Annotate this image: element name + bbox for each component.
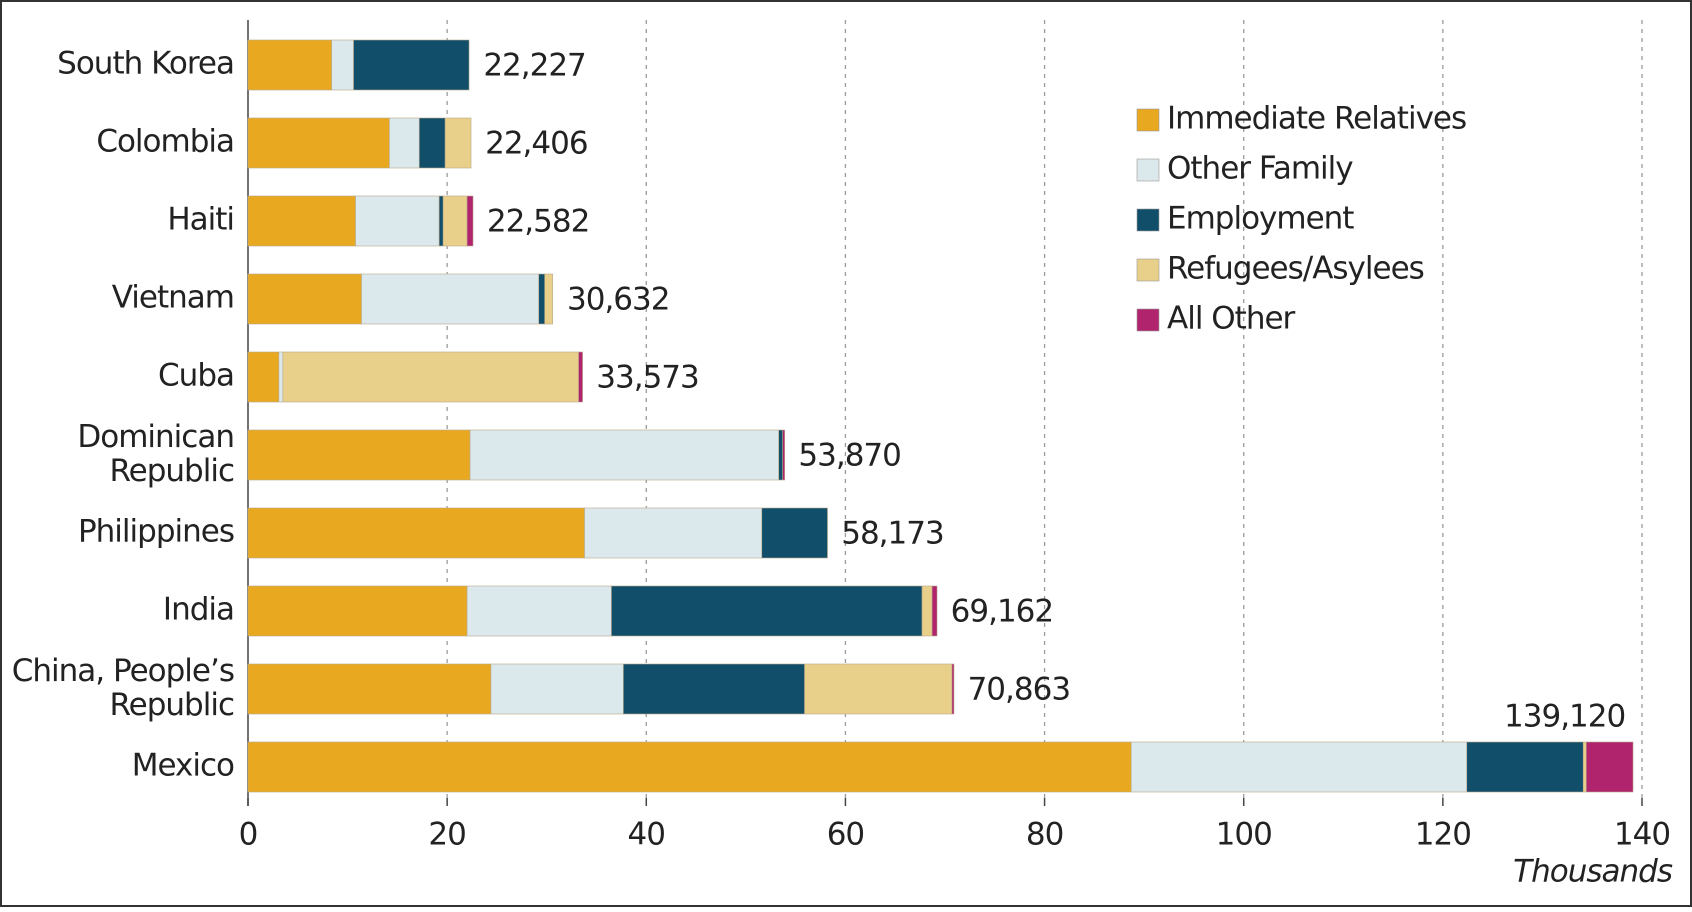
- bar-segment: [538, 273, 546, 325]
- legend-label: Other Family: [1167, 151, 1353, 187]
- total-label: 22,406: [485, 126, 587, 162]
- legend-swatch: [1136, 158, 1160, 182]
- bar-segment: [247, 663, 492, 715]
- total-label: 22,582: [487, 204, 589, 240]
- bar-segment: [389, 117, 420, 169]
- bar-segment: [247, 585, 468, 637]
- legend-swatch: [1136, 208, 1160, 232]
- bar-segment: [804, 663, 953, 715]
- y-tick-label: Cuba: [158, 358, 234, 394]
- bar-segment: [1130, 741, 1468, 793]
- legend-swatch: [1136, 308, 1160, 332]
- bar-segment: [778, 429, 783, 481]
- bar-segment: [247, 117, 390, 169]
- bar-segment: [444, 117, 472, 169]
- bar-segment: [782, 429, 785, 481]
- bar-segment: [544, 273, 553, 325]
- y-tick-label: Colombia: [96, 124, 234, 160]
- x-tick-label: 140: [1614, 817, 1670, 853]
- y-tick-label: Mexico: [132, 748, 234, 784]
- bar-segment: [921, 585, 933, 637]
- bar-segment: [1466, 741, 1584, 793]
- legend-label: Refugees/Asylees: [1167, 251, 1424, 287]
- bar-segment: [282, 351, 579, 403]
- bar-segment: [247, 273, 362, 325]
- total-label: 53,870: [798, 438, 900, 474]
- bar-segment: [247, 429, 471, 481]
- legend-label: Employment: [1167, 201, 1354, 237]
- x-tick-label: 60: [827, 817, 864, 853]
- bar-segment: [611, 585, 923, 637]
- bar-segment: [466, 195, 474, 247]
- y-tick-label: Haiti: [167, 202, 234, 238]
- bar-segment: [931, 585, 938, 637]
- x-tick-label: 40: [628, 817, 665, 853]
- y-tick-label: India: [163, 592, 234, 628]
- legend-label: All Other: [1167, 301, 1296, 337]
- bar-segment: [490, 663, 624, 715]
- total-label: 22,227: [483, 48, 585, 84]
- bar-segment: [1582, 741, 1587, 793]
- total-label: 30,632: [567, 282, 669, 318]
- legend-label: Immediate Relatives: [1167, 101, 1466, 137]
- bar-segment: [466, 585, 612, 637]
- bar-segment: [247, 507, 585, 559]
- legend-swatch: [1136, 108, 1160, 132]
- bar-segment: [438, 195, 444, 247]
- x-tick-label: 0: [239, 817, 258, 853]
- y-tick-label: Dominican Republic: [77, 419, 234, 489]
- total-label: 70,863: [968, 672, 1070, 708]
- x-tick-label: 80: [1026, 817, 1063, 853]
- bar-segment: [247, 741, 1132, 793]
- y-tick-label: Vietnam: [112, 280, 234, 316]
- bar-segment: [355, 195, 440, 247]
- x-axis-title: Thousands: [1513, 854, 1673, 890]
- bar-segment: [247, 39, 332, 91]
- bar-segment: [469, 429, 780, 481]
- bar-segment: [278, 351, 284, 403]
- bar-segment: [1585, 741, 1634, 793]
- bar-segment: [247, 351, 280, 403]
- bar-segment: [331, 39, 354, 91]
- y-tick-label: China, People’s Republic: [12, 653, 234, 723]
- y-tick-label: South Korea: [57, 46, 234, 82]
- legend-swatch: [1136, 258, 1160, 282]
- bar-segment: [578, 351, 583, 403]
- bar-segment: [761, 507, 828, 559]
- bar-segment: [951, 663, 955, 715]
- bar-segment: [361, 273, 540, 325]
- y-tick-label: Philippines: [78, 514, 234, 550]
- bar-segment: [584, 507, 763, 559]
- bar-segment: [353, 39, 470, 91]
- bar-segment: [247, 195, 356, 247]
- total-label: 139,120: [1504, 699, 1625, 735]
- x-tick-label: 100: [1216, 817, 1272, 853]
- total-label: 69,162: [951, 594, 1053, 630]
- x-tick-label: 120: [1415, 817, 1471, 853]
- bar-segment: [442, 195, 468, 247]
- total-label: 33,573: [596, 360, 698, 396]
- x-tick-label: 20: [428, 817, 465, 853]
- bar-segment: [418, 117, 446, 169]
- total-label: 58,173: [841, 516, 943, 552]
- bar-segment: [623, 663, 805, 715]
